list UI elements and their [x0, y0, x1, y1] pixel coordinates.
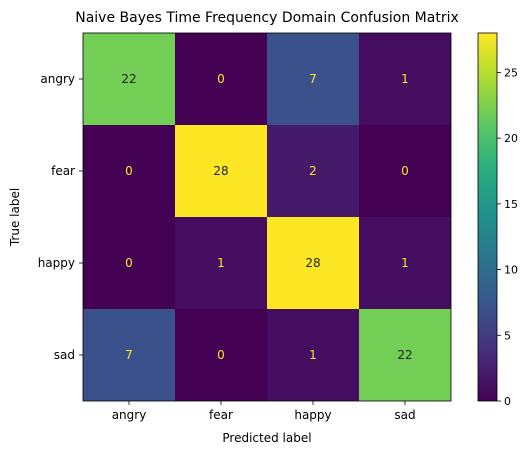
- cell-fear-sad: [359, 125, 451, 217]
- colorbar-tick-label: 5: [504, 329, 511, 342]
- cell-value-label: 7: [125, 348, 133, 362]
- colorbar-tick-label: 20: [504, 132, 518, 145]
- cell-value-label: 1: [217, 256, 225, 270]
- colorbar-gradient: [477, 32, 498, 402]
- colorbar-tick-label: 15: [504, 198, 518, 211]
- x-tick-label: angry: [112, 408, 147, 422]
- cell-value-label: 28: [213, 164, 228, 178]
- cell-sad-fear: [175, 309, 267, 401]
- cell-value-label: 22: [121, 72, 136, 86]
- colorbar-tick-label: 25: [504, 66, 518, 79]
- x-tick-label: happy: [294, 408, 331, 422]
- heatmap-area: 22 0 7 1 0 28 2 0 0 1 28 1 7 0 1 22: [82, 32, 452, 402]
- cell-happy-happy: [267, 217, 359, 309]
- cell-value-label: 7: [309, 72, 317, 86]
- cell-angry-angry: [83, 33, 175, 125]
- cell-happy-angry: [83, 217, 175, 309]
- colorbar-tick-label: 10: [504, 264, 518, 277]
- cell-value-label: 1: [401, 72, 409, 86]
- cell-fear-happy: [267, 125, 359, 217]
- colorbar: 0 5 10 15 20 25: [477, 32, 518, 408]
- cell-value-label: 0: [125, 256, 133, 270]
- cell-sad-sad: [359, 309, 451, 401]
- y-tick-label: fear: [51, 164, 75, 178]
- cell-angry-happy: [267, 33, 359, 125]
- x-tick-label: sad: [394, 408, 415, 422]
- cell-sad-angry: [83, 309, 175, 401]
- cell-value-label: 1: [401, 256, 409, 270]
- y-tick-label: sad: [54, 348, 75, 362]
- y-axis-label: True label: [8, 188, 22, 247]
- y-tick-label: angry: [40, 72, 75, 86]
- x-axis-label: Predicted label: [222, 431, 311, 445]
- chart-title: Naive Bayes Time Frequency Domain Confus…: [75, 10, 459, 26]
- cell-angry-sad: [359, 33, 451, 125]
- cell-value-label: 22: [397, 348, 412, 362]
- colorbar-tick-label: 0: [504, 395, 511, 408]
- plot-frame: [82, 32, 452, 402]
- cell-happy-fear: [175, 217, 267, 309]
- x-axis-ticks: angry fear happy sad: [112, 401, 416, 422]
- cell-value-label: 2: [309, 164, 317, 178]
- cell-value-label: 0: [217, 348, 225, 362]
- cell-value-label: 1: [309, 348, 317, 362]
- cell-value-label: 0: [125, 164, 133, 178]
- cell-fear-fear: [175, 125, 267, 217]
- cell-fear-angry: [83, 125, 175, 217]
- cell-value-label: 28: [305, 256, 320, 270]
- cell-happy-sad: [359, 217, 451, 309]
- cell-value-label: 0: [401, 164, 409, 178]
- y-axis-ticks: angry fear happy sad: [38, 72, 83, 362]
- cell-angry-fear: [175, 33, 267, 125]
- x-tick-label: fear: [209, 408, 233, 422]
- cell-value-label: 0: [217, 72, 225, 86]
- y-tick-label: happy: [38, 256, 75, 270]
- cell-sad-happy: [267, 309, 359, 401]
